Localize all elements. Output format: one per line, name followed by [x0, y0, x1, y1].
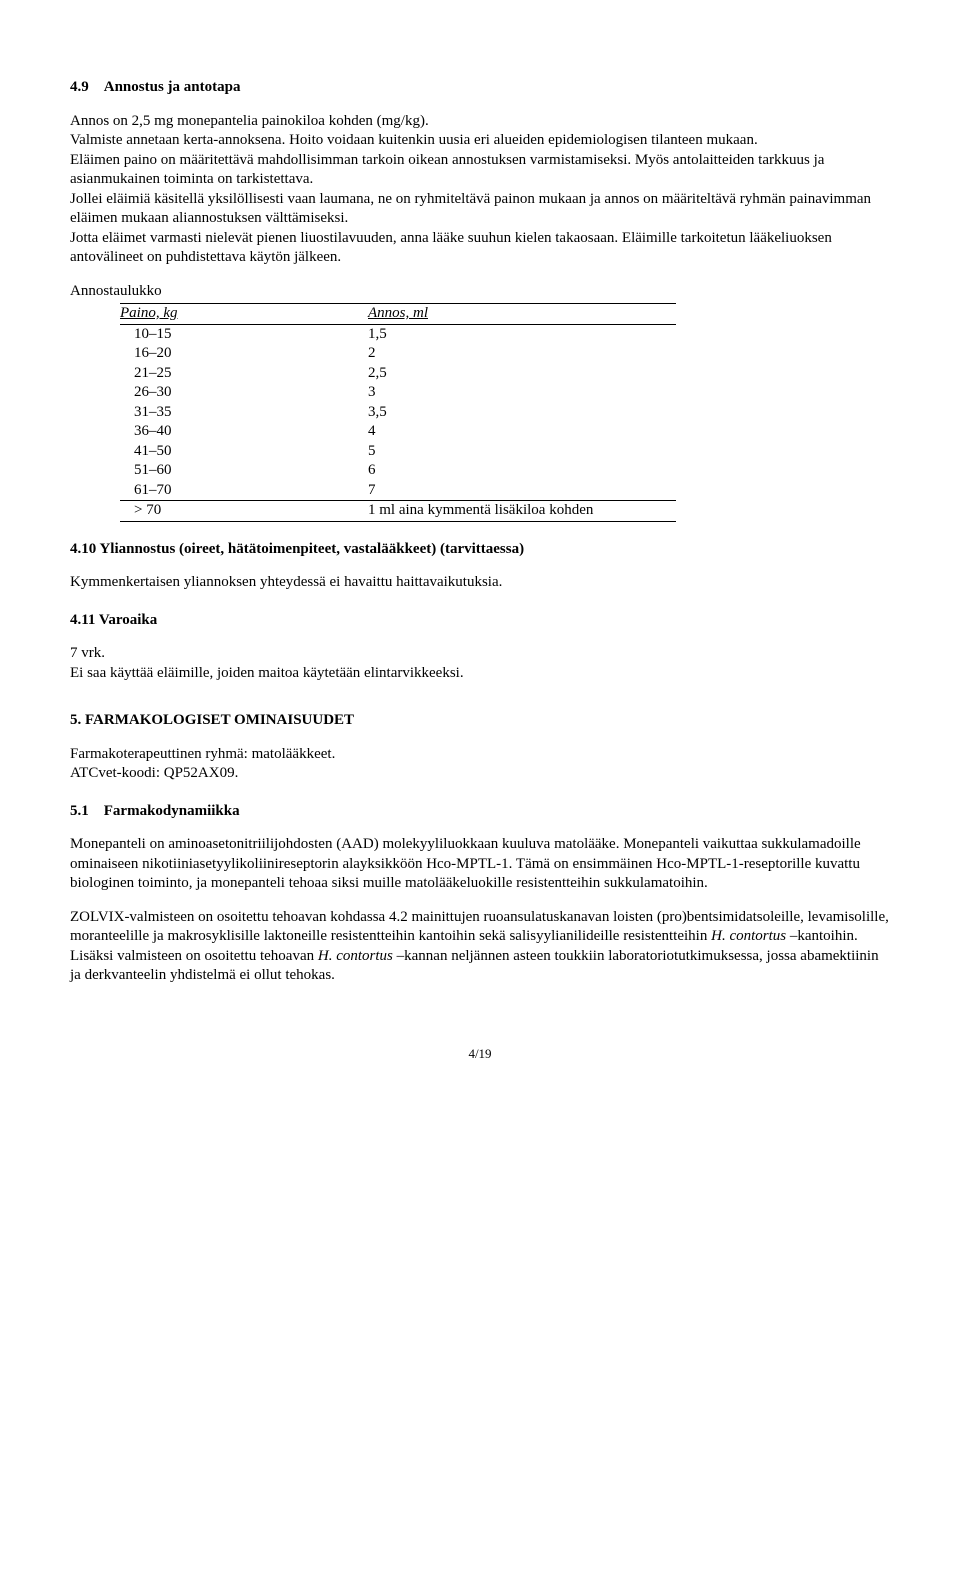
table-cell: 4 — [368, 422, 676, 442]
table-cell: 7 — [368, 481, 676, 501]
body-text: ZOLVIX-valmisteen on osoitettu tehoavan … — [70, 908, 890, 986]
species-name: H. contortus — [318, 948, 393, 964]
dose-table-title: Annostaulukko — [70, 282, 890, 302]
heading-4-11: 4.11 Varoaika — [70, 611, 890, 631]
body-text: 7 vrk. Ei saa käyttää eläimille, joiden … — [70, 644, 890, 683]
text-line: Jotta eläimet varmasti nielevät pienen l… — [70, 230, 832, 266]
species-name: H. contortus — [711, 928, 786, 944]
table-cell: 3 — [368, 383, 676, 403]
table-cell: 2,5 — [368, 364, 676, 384]
table-cell: 26–30 — [120, 383, 368, 403]
table-cell: 1 ml aina kymmentä lisäkiloa kohden — [368, 501, 676, 522]
body-text: Monepanteli on aminoasetonitriilijohdost… — [70, 835, 890, 894]
table-cell: 2 — [368, 344, 676, 364]
text-line: ATCvet-koodi: QP52AX09. — [70, 765, 238, 781]
heading-5: 5. FARMAKOLOGISET OMINAISUUDET — [70, 711, 890, 731]
table-cell: 21–25 — [120, 364, 368, 384]
body-text: Annos on 2,5 mg monepantelia painokiloa … — [70, 112, 890, 268]
table-cell: 36–40 — [120, 422, 368, 442]
text-line: Annos on 2,5 mg monepantelia painokiloa … — [70, 113, 429, 129]
table-cell: 5 — [368, 442, 676, 462]
table-cell: 6 — [368, 461, 676, 481]
table-header-dose: Annos, ml — [368, 304, 676, 325]
body-text: Farmakoterapeuttinen ryhmä: matolääkkeet… — [70, 745, 890, 784]
table-cell: 1,5 — [368, 324, 676, 344]
body-text: Kymmenkertaisen yliannoksen yhteydessä e… — [70, 573, 890, 593]
text-line: 7 vrk. — [70, 645, 105, 661]
page-number: 4/19 — [70, 1046, 890, 1063]
table-cell: 61–70 — [120, 481, 368, 501]
text-line: Jollei eläimiä käsitellä yksilöllisesti … — [70, 191, 871, 227]
table-cell: 41–50 — [120, 442, 368, 462]
text-line: Farmakoterapeuttinen ryhmä: matolääkkeet… — [70, 746, 335, 762]
heading-4-10: 4.10 Yliannostus (oireet, hätätoimenpite… — [70, 540, 890, 560]
table-cell: 3,5 — [368, 403, 676, 423]
text-line: Eläimen paino on määritettävä mahdollisi… — [70, 152, 824, 188]
table-cell: 16–20 — [120, 344, 368, 364]
dose-table: Paino, kg Annos, ml 10–151,5 16–202 21–2… — [120, 303, 676, 522]
text-line: Valmiste annetaan kerta-annoksena. Hoito… — [70, 132, 758, 148]
table-cell: 51–60 — [120, 461, 368, 481]
table-cell: > 70 — [120, 501, 368, 522]
table-header-weight: Paino, kg — [120, 304, 368, 325]
heading-4-9: 4.9 Annostus ja antotapa — [70, 78, 890, 98]
text-line: Ei saa käyttää eläimille, joiden maitoa … — [70, 665, 464, 681]
table-cell: 31–35 — [120, 403, 368, 423]
heading-5-1: 5.1 Farmakodynamiikka — [70, 802, 890, 822]
table-cell: 10–15 — [120, 324, 368, 344]
